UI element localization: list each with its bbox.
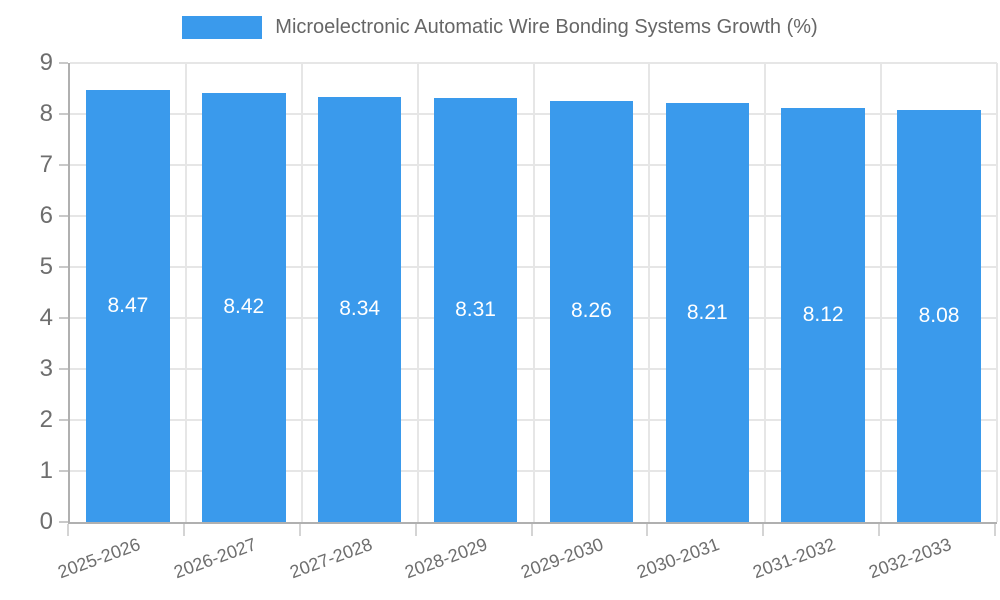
x-tick-label: 2031-2032: [750, 534, 839, 583]
y-tick-label: 4: [39, 304, 53, 331]
bar-value-label: 8.47: [107, 294, 149, 317]
y-tick-label: 7: [39, 151, 53, 178]
bar[interactable]: [202, 92, 286, 522]
x-tick-label: 2025-2026: [55, 534, 143, 583]
v-gridline: [764, 63, 767, 522]
y-axis-tick: [59, 62, 68, 64]
x-axis-tick: [530, 524, 533, 536]
v-gridline: [996, 63, 998, 522]
bar-value-label: 8.12: [802, 302, 844, 326]
y-tick-label: 0: [39, 508, 53, 535]
bar-value-label: 8.31: [455, 298, 496, 322]
v-gridline: [880, 63, 883, 522]
plot-area: 8.47 8.42 8.34 8.31 8.26 8.21 8.12 8.08: [68, 62, 998, 524]
y-axis-tick: [59, 317, 68, 319]
y-tick-label: 3: [39, 355, 53, 382]
x-axis-tick: [182, 524, 185, 536]
y-axis-tick: [59, 215, 68, 217]
x-axis-tick: [414, 524, 417, 536]
x-axis-tick: [298, 524, 301, 536]
y-tick-label: 9: [39, 49, 53, 76]
v-gridline: [532, 63, 535, 522]
y-axis-tick: [59, 419, 68, 421]
bar[interactable]: [781, 107, 865, 522]
bar-value-label: 8.34: [339, 297, 381, 321]
y-axis-tick: [59, 470, 68, 472]
legend[interactable]: Microelectronic Automatic Wire Bonding S…: [0, 16, 1000, 39]
bar[interactable]: [665, 103, 750, 522]
x-axis-tick: [67, 524, 69, 536]
y-axis-tick: [59, 521, 68, 523]
x-tick-label: 2027-2028: [286, 534, 375, 583]
y-axis-tick: [59, 164, 68, 166]
bar-value-label: 8.26: [570, 299, 612, 323]
x-axis-tick: [762, 524, 765, 536]
v-gridline: [300, 63, 303, 522]
y-axis-tick: [59, 266, 68, 268]
x-tick-label: 2026-2027: [170, 534, 259, 583]
y-tick-label: 2: [39, 406, 53, 433]
y-tick-label: 6: [39, 202, 53, 229]
legend-swatch: [182, 16, 263, 39]
y-axis-tick: [59, 368, 68, 370]
x-axis-tick: [878, 524, 881, 536]
bar[interactable]: [317, 96, 402, 522]
x-tick-label: 2028-2029: [402, 534, 491, 583]
x-axis-tick: [646, 524, 649, 536]
bar[interactable]: [433, 98, 518, 522]
bar[interactable]: [897, 109, 981, 522]
bar[interactable]: [549, 100, 634, 522]
y-tick-label: 5: [39, 253, 53, 280]
y-tick-label: 8: [39, 100, 53, 127]
v-gridline: [416, 63, 419, 522]
bar[interactable]: [86, 90, 170, 522]
bar-value-label: 8.42: [223, 295, 265, 319]
bar-value-label: 8.21: [686, 300, 728, 324]
v-gridline: [184, 63, 187, 522]
y-tick-label: 1: [39, 457, 53, 484]
bar-value-label: 8.08: [918, 303, 960, 327]
y-axis-tick: [59, 113, 68, 115]
v-gridline: [648, 63, 651, 522]
x-tick-label: 2029-2030: [518, 534, 607, 583]
x-axis-tick: [994, 524, 996, 536]
x-tick-label: 2030-2031: [634, 534, 723, 583]
legend-label: Microelectronic Automatic Wire Bonding S…: [275, 16, 818, 38]
x-tick-label: 2032-2033: [866, 534, 954, 583]
